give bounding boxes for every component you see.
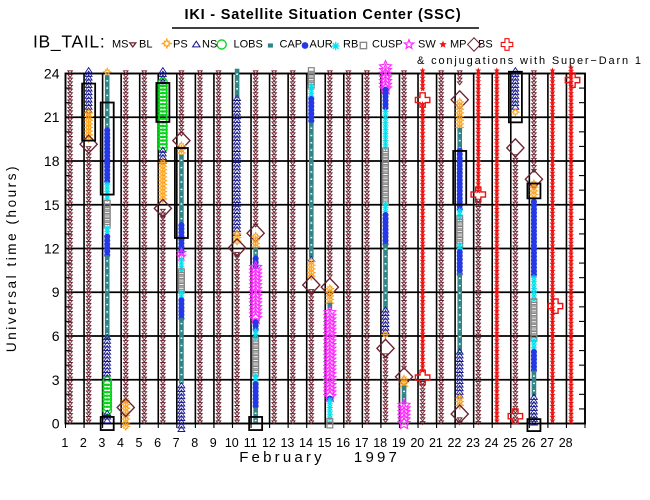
svg-text:28: 28 <box>559 436 573 450</box>
svg-text:9: 9 <box>52 284 60 300</box>
svg-text:IB_TAIL:: IB_TAIL: <box>33 32 105 53</box>
svg-text:24: 24 <box>44 66 60 82</box>
svg-text:11: 11 <box>244 436 257 450</box>
svg-text:7: 7 <box>173 436 180 450</box>
svg-text:CUSP: CUSP <box>372 39 403 51</box>
svg-text:NS: NS <box>202 39 217 51</box>
svg-text:6: 6 <box>154 436 161 450</box>
svg-text:15: 15 <box>44 197 60 213</box>
svg-text:8: 8 <box>191 436 198 450</box>
svg-text:25: 25 <box>503 436 517 450</box>
svg-text:12: 12 <box>44 241 60 257</box>
svg-text:IKI - Satellite Situation Cent: IKI - Satellite Situation Center (SSC) <box>185 7 462 23</box>
svg-text:15: 15 <box>318 436 332 450</box>
svg-text:21: 21 <box>44 109 60 125</box>
svg-text:& conjugations with Super−Darn: & conjugations with Super−Darn 1 <box>417 55 643 67</box>
svg-text:12: 12 <box>262 436 276 450</box>
svg-text:20: 20 <box>410 436 424 450</box>
svg-text:MS: MS <box>112 39 129 51</box>
svg-text:MP: MP <box>450 39 467 51</box>
svg-text:LOBS: LOBS <box>234 39 263 51</box>
svg-text:February: February <box>239 449 325 466</box>
svg-text:RB: RB <box>343 39 358 51</box>
svg-text:21: 21 <box>429 436 443 450</box>
svg-text:CAP: CAP <box>280 39 303 51</box>
svg-text:1997: 1997 <box>354 449 400 466</box>
svg-text:5: 5 <box>136 436 143 450</box>
svg-text:SW: SW <box>418 39 436 51</box>
svg-text:6: 6 <box>52 328 60 344</box>
svg-text:BS: BS <box>478 39 493 51</box>
svg-text:9: 9 <box>210 436 217 450</box>
svg-text:13: 13 <box>280 436 294 450</box>
svg-text:23: 23 <box>466 436 480 450</box>
svg-text:0: 0 <box>52 416 60 432</box>
svg-text:14: 14 <box>299 436 313 450</box>
svg-text:18: 18 <box>44 153 60 169</box>
svg-text:4: 4 <box>117 436 124 450</box>
svg-text:27: 27 <box>540 436 554 450</box>
svg-text:19: 19 <box>392 436 406 450</box>
svg-text:1: 1 <box>61 436 68 450</box>
svg-text:BL: BL <box>139 39 152 51</box>
svg-text:PS: PS <box>173 39 188 51</box>
svg-text:Universal time (hours): Universal time (hours) <box>4 164 19 352</box>
svg-text:26: 26 <box>522 436 536 450</box>
svg-text:3: 3 <box>98 436 105 450</box>
svg-text:AUR: AUR <box>310 39 333 51</box>
svg-text:18: 18 <box>373 436 387 450</box>
svg-text:2: 2 <box>80 436 87 450</box>
svg-text:17: 17 <box>355 436 369 450</box>
svg-text:16: 16 <box>336 436 350 450</box>
svg-text:22: 22 <box>447 436 461 450</box>
svg-text:3: 3 <box>52 372 60 388</box>
svg-text:24: 24 <box>485 436 499 450</box>
svg-text:10: 10 <box>225 436 239 450</box>
